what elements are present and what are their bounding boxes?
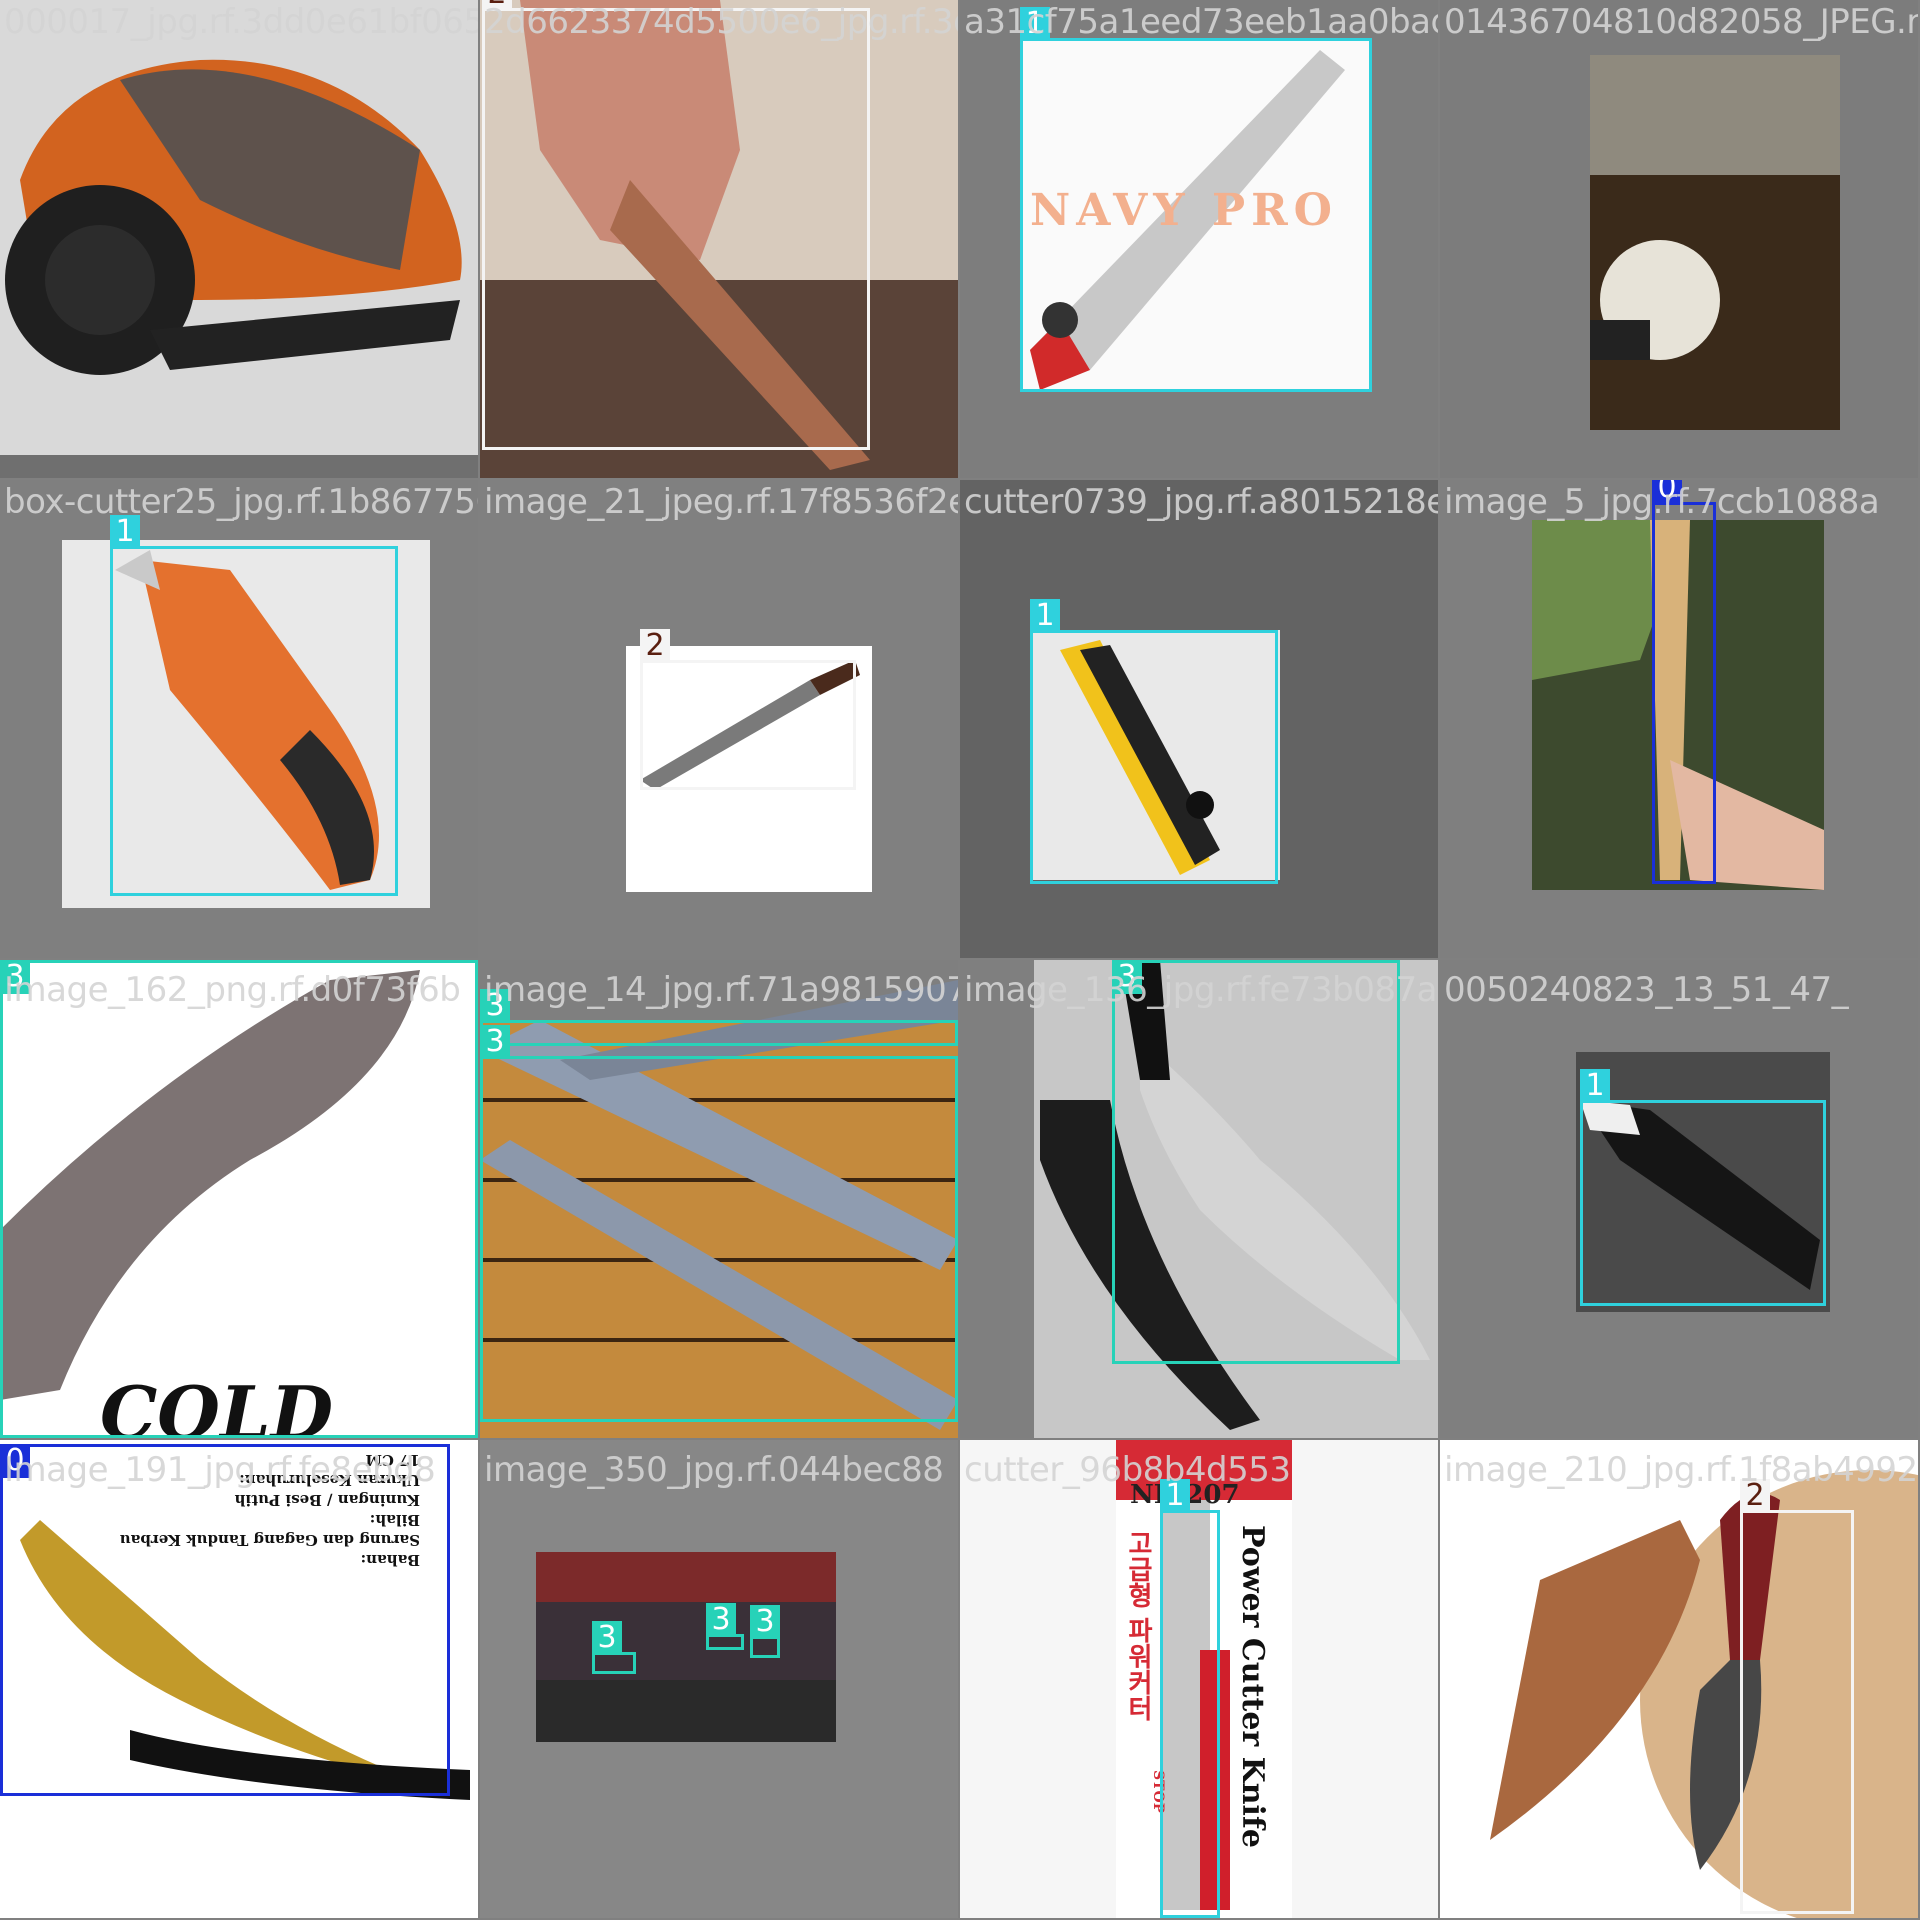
bbox-class-3: 3 (706, 1603, 744, 1650)
tile-filename: Image_162_png.rf.d0f73f6b (4, 970, 461, 1010)
tile-2: NAVY PRO 1 a31cf75a1eed73eeb1aa0bad_jpg (960, 0, 1438, 478)
tile-filename: image_210_jpg.rf.1f8ab4992 (1444, 1450, 1918, 1490)
tile-4: 1 box-cutter25_jpg.rf.1b867756 (0, 480, 478, 958)
bbox-label: 1 (1160, 1479, 1190, 1513)
tile-14: NK-207 고급형 파워커터 Power Cutter Knife STOP … (960, 1440, 1438, 1918)
tile-3: 01436704810d82058_JPEG.rf (1440, 0, 1918, 478)
kitchen-knife-image (480, 480, 958, 958)
bbox-label: 3 (480, 1025, 510, 1059)
knife-sheath-image (1440, 1440, 1918, 1918)
tile-filename: cutter_96b8b4d553 (964, 1450, 1291, 1490)
tile-filename: 0050240823_13_51_47_ (1444, 970, 1849, 1010)
bbox-class-0: 0 (1652, 480, 1716, 884)
bbox-class-3: 3 (592, 1621, 636, 1674)
tile-9: 3 3 image_14_jpg.rf.71a98159070 (480, 960, 958, 1438)
tile-filename: Image_191_jpg.rf.fe8ebd8 (4, 1450, 436, 1490)
bbox-class-2: 2 (1740, 1479, 1854, 1914)
bbox-label: 2 (482, 0, 512, 11)
bbox-label: 1 (1030, 599, 1060, 633)
tile-filename: image_5_jpg.rf.7ccb1088a (1444, 482, 1880, 522)
swords-image (480, 960, 958, 1438)
tile-15: 2 image_210_jpg.rf.1f8ab4992 (1440, 1440, 1918, 1918)
bbox-class-3: 3 (0, 960, 478, 1438)
tile-filename: 000017_jpg.rf.3dd0e61bf065 (4, 2, 478, 42)
kukri-image (0, 960, 478, 1438)
bbox-label: 0 (0, 1444, 30, 1478)
package-brand: Power Cutter Knife (1235, 1525, 1270, 1848)
bbox-label: 0 (1652, 480, 1682, 505)
bbox-class-2: 2 (482, 0, 870, 450)
power-cutter-package-image (960, 1440, 1438, 1918)
tile-filename: image_14_jpg.rf.71a98159070 (484, 970, 958, 1010)
tile-filename: image_350_jpg.rf.044bec88 (484, 1450, 944, 1490)
bbox-class-1: 1 (1030, 599, 1278, 884)
bbox-class-1: 1 (1160, 1479, 1220, 1918)
tile-11: 1 0050240823_13_51_47_ (1440, 960, 1918, 1438)
tile-filename: a31cf75a1eed73eeb1aa0bad_jpg (964, 2, 1438, 42)
tile-0: 000017_jpg.rf.3dd0e61bf065 (0, 0, 478, 478)
tile-filename: image_21_jpeg.rf.17f8536f2e (484, 482, 958, 522)
box-cutter-image (0, 480, 478, 958)
tile-12: Bahan: Sarung dan Gagang Tanduk Kerbau B… (0, 1440, 478, 1918)
bbox-class-1: 1 (1580, 1069, 1826, 1306)
yellow-cutter-image (960, 480, 1438, 958)
bbox-class-3: 3 (1112, 960, 1400, 1364)
cutter-image (960, 0, 1438, 478)
hand-knife-image (480, 0, 958, 478)
bbox-label: 2 (1740, 1479, 1770, 1513)
tile-filename: 2d6623374d5500e6_jpg.rf.3daf7e71035 (484, 2, 958, 42)
bbox-label: 3 (750, 1605, 780, 1639)
bbox-label: 3 (480, 989, 510, 1023)
bbox-label: 1 (1020, 7, 1050, 41)
tile-1: 2 2d6623374d5500e6_jpg.rf.3daf7e71035 (480, 0, 958, 478)
bbox-label: 3 (706, 1603, 736, 1637)
group-photo-image (480, 1440, 958, 1918)
mop-image (1440, 0, 1918, 478)
bbox-label: 3 (592, 1621, 622, 1655)
bbox-class-1: 1 (110, 515, 398, 896)
bbox-class-2: 2 (640, 629, 856, 790)
tile-10: 3 image_136_jpg.rf.fe73b087a (960, 960, 1438, 1438)
tile-filename: cutter0739_jpg.rf.a8015218ecab (964, 482, 1438, 522)
tile-filename: 01436704810d82058_JPEG.rf (1444, 2, 1918, 42)
tile-6: 1 cutter0739_jpg.rf.a8015218ecab (960, 480, 1438, 958)
bbox-label: 1 (110, 515, 140, 549)
bbox-label: 2 (640, 629, 670, 663)
navy-pro-text: NAVY PRO (1030, 185, 1339, 236)
tile-filename: image_136_jpg.rf.fe73b087a (964, 970, 1437, 1010)
machete-image (1440, 480, 1918, 958)
bbox-class-3: 3 (480, 989, 958, 1046)
bbox-class-0: 0 (0, 1444, 450, 1796)
bbox-class-1: 1 (1020, 7, 1372, 392)
bbox-class-3: 3 (480, 1025, 958, 1422)
tile-13: 3 3 3 image_350_jpg.rf.044bec88 (480, 1440, 958, 1918)
cold-steel-text: COLD STEE (100, 1370, 334, 1438)
vacuum-image (0, 0, 478, 478)
kris-image (0, 1440, 478, 1918)
tile-8: COLD STEE 3 Image_162_png.rf.d0f73f6b (0, 960, 478, 1438)
tile-5: 2 image_21_jpeg.rf.17f8536f2e (480, 480, 958, 958)
bbox-label: 3 (0, 960, 30, 994)
package-korean: 고급형 파워커터 (1123, 1530, 1153, 1722)
kukri-sheath-image (960, 960, 1438, 1438)
bbox-label: 3 (1112, 960, 1142, 994)
tile-filename: box-cutter25_jpg.rf.1b867756 (4, 482, 478, 522)
knife-bw-image (1440, 960, 1918, 1438)
tile-7: 0 image_5_jpg.rf.7ccb1088a (1440, 480, 1918, 958)
bbox-class-3: 3 (750, 1605, 780, 1658)
bbox-label: 1 (1580, 1069, 1610, 1103)
